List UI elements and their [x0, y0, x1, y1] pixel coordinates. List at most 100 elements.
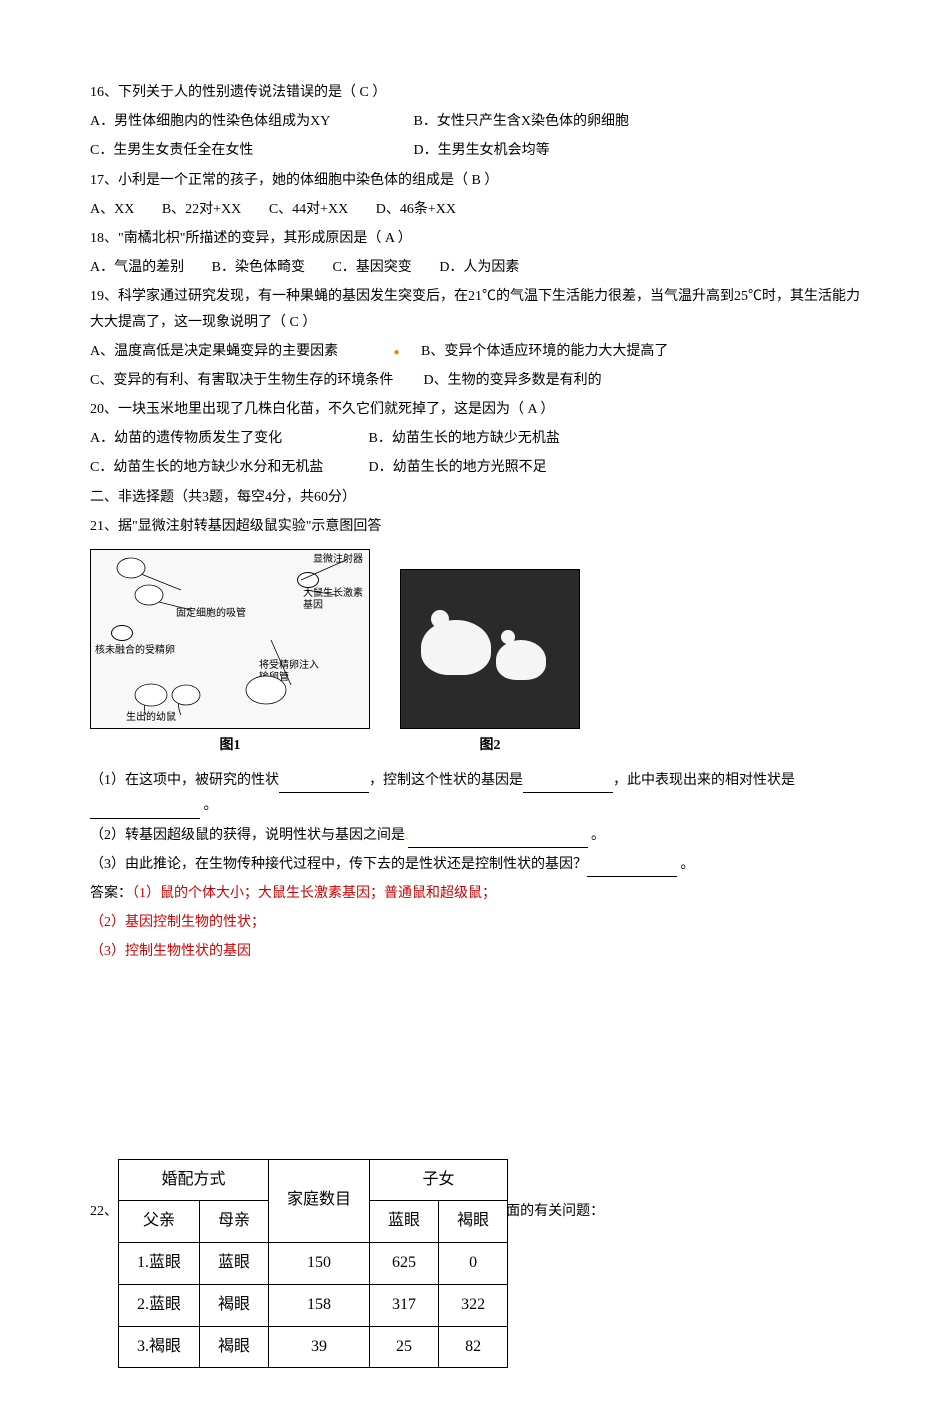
diagram-lines — [91, 550, 371, 730]
cell: 褐眼 — [200, 1284, 269, 1326]
table-row: 2.蓝眼 褐眼 158 317 322 — [119, 1284, 508, 1326]
blank-2[interactable] — [523, 777, 613, 794]
q16-options-2: C．生男生女责任全在女性 D．生男生女机会均等 — [90, 138, 860, 163]
blank-1[interactable] — [279, 777, 369, 794]
q16-opt-c: C．生男生女责任全在女性 — [90, 138, 410, 163]
q21-sub3-b: 。 — [677, 857, 695, 872]
q18-opt-c: C．基因突变 — [332, 255, 411, 280]
blank-3[interactable] — [90, 802, 200, 819]
fig2-caption: 图2 — [400, 733, 580, 758]
q20-options-2: C．幼苗生长的地方缺少水分和无机盐 D．幼苗生长的地方光照不足 — [90, 455, 860, 480]
cell: 1.蓝眼 — [119, 1243, 200, 1285]
q16-opt-d: D．生男生女机会均等 — [414, 143, 550, 158]
q20-text: 20、一块玉米地里出现了几株白化苗，不久它们就死掉了，这是因为（ A ） — [90, 397, 860, 422]
q18-options: A．气温的差别 B．染色体畸变 C．基因突变 D．人为因素 — [90, 255, 860, 280]
th-father: 父亲 — [119, 1201, 200, 1243]
th-families: 家庭数目 — [269, 1159, 370, 1243]
q21-title: 21、据"显微注射转基因超级鼠实验"示意图回答 — [90, 514, 860, 539]
q20-opt-c: C．幼苗生长的地方缺少水分和无机盐 — [90, 455, 365, 480]
q17-opt-b: B、22对+XX — [162, 197, 241, 222]
q21-sub2-b: 。 — [588, 828, 606, 843]
q22-table: 婚配方式 家庭数目 子女 父亲 母亲 蓝眼 褐眼 1.蓝眼 蓝眼 150 625… — [118, 1159, 508, 1369]
q20-opt-a: A．幼苗的遗传物质发生了变化 — [90, 426, 365, 451]
q22-row: 22、 婚配方式 家庭数目 子女 父亲 母亲 蓝眼 褐眼 1.蓝眼 蓝眼 150… — [90, 1159, 860, 1369]
cell: 625 — [370, 1243, 439, 1285]
table-header-row-1: 婚配方式 家庭数目 子女 — [119, 1159, 508, 1201]
th-children: 子女 — [370, 1159, 508, 1201]
cell: 82 — [439, 1326, 508, 1368]
mouse-head-1 — [431, 610, 449, 628]
q20-opt-b: B．幼苗生长的地方缺少无机盐 — [369, 431, 560, 446]
cell: 317 — [370, 1284, 439, 1326]
q18-text: 18、"南橘北枳"所描述的变异，其形成原因是（ A ） — [90, 226, 860, 251]
cell: 蓝眼 — [200, 1243, 269, 1285]
spacer — [90, 969, 860, 1149]
cell: 0 — [439, 1243, 508, 1285]
q18-opt-a: A．气温的差别 — [90, 255, 184, 280]
cell: 158 — [269, 1284, 370, 1326]
q17-text: 17、小利是一个正常的孩子，她的体细胞中染色体的组成是（ B ） — [90, 168, 860, 193]
cell: 39 — [269, 1326, 370, 1368]
q20-opt-d: D．幼苗生长的地方光照不足 — [369, 460, 547, 475]
q21-sub1-b: ，控制这个性状的基因是 — [369, 773, 523, 788]
q16-options: A．男性体细胞内的性染色体组成为XY B．女性只产生含X染色体的卵细胞 — [90, 109, 860, 134]
q19-options-1: A、温度高低是决定果蝇变异的主要因素 ● B、变异个体适应环境的能力大大提高了 — [90, 339, 860, 364]
q21-sub1-d: 。 — [200, 798, 218, 813]
q22-suffix: 面的有关问题： — [506, 1159, 604, 1224]
q21-sub2-a: （2）转基因超级鼠的获得，说明性状与基因之间是 — [90, 828, 405, 843]
answer-3: （3）控制生物性状的基因 — [90, 939, 860, 964]
answer-2: （2）基因控制生物的性状； — [90, 910, 860, 935]
cell: 25 — [370, 1326, 439, 1368]
q21-sub2: （2）转基因超级鼠的获得，说明性状与基因之间是. 。 — [90, 823, 860, 848]
q16-opt-a: A．男性体细胞内的性染色体组成为XY — [90, 109, 410, 134]
th-marriage: 婚配方式 — [119, 1159, 269, 1201]
q19-options-2: C、变异的有利、有害取决于生物生存的环境条件 D、生物的变异多数是有利的 — [90, 368, 860, 393]
table-row: 1.蓝眼 蓝眼 150 625 0 — [119, 1243, 508, 1285]
q17-opt-a: A、XX — [90, 197, 134, 222]
q21-sub1-c: ，此中表现出来的相对性状是 — [613, 773, 795, 788]
th-mother: 母亲 — [200, 1201, 269, 1243]
q19-opt-a: A、温度高低是决定果蝇变异的主要因素 — [90, 339, 390, 364]
section2-header: 二、非选择题（共3题，每空4分，共60分） — [90, 485, 860, 510]
cell: 3.褐眼 — [119, 1326, 200, 1368]
cell: 322 — [439, 1284, 508, 1326]
th-blue: 蓝眼 — [370, 1201, 439, 1243]
q18-opt-b: B．染色体畸变 — [212, 255, 305, 280]
q19-opt-b: B、变异个体适应环境的能力大大提高了 — [421, 344, 668, 359]
q21-sub3: （3）由此推论，在生物传种接代过程中，传下去的是性状还是控制性状的基因？ 。 — [90, 852, 860, 877]
blank-4[interactable] — [408, 831, 588, 848]
figure1-diagram: 显微注射器 大鼠生长激素基因 固定细胞的吸管 核未融合的受精卵 将受精卵注入输卵… — [90, 549, 370, 729]
q17-opt-c: C、44对+XX — [269, 197, 348, 222]
q21-figures: 显微注射器 大鼠生长激素基因 固定细胞的吸管 核未融合的受精卵 将受精卵注入输卵… — [90, 549, 860, 758]
figure2-photo — [400, 569, 580, 729]
q21-answer-line1: 答案：（1）鼠的个体大小；大鼠生长激素基因；普通鼠和超级鼠； — [90, 881, 860, 906]
q21-sub1-a: （1）在这项中，被研究的性状 — [90, 773, 279, 788]
mouse-small — [496, 640, 546, 680]
q19-opt-d: D、生物的变异多数是有利的 — [424, 373, 602, 388]
q20-options-1: A．幼苗的遗传物质发生了变化 B．幼苗生长的地方缺少无机盐 — [90, 426, 860, 451]
figure1-container: 显微注射器 大鼠生长激素基因 固定细胞的吸管 核未融合的受精卵 将受精卵注入输卵… — [90, 549, 370, 758]
q22-prefix: 22、 — [90, 1159, 118, 1224]
q19-text: 19、科学家通过研究发现，有一种果蝇的基因发生突变后，在21℃的气温下生活能力很… — [90, 284, 860, 334]
q16-opt-b: B．女性只产生含X染色体的卵细胞 — [414, 114, 629, 129]
cell: 2.蓝眼 — [119, 1284, 200, 1326]
cell: 150 — [269, 1243, 370, 1285]
blank-5[interactable] — [587, 860, 677, 877]
table-row: 3.褐眼 褐眼 39 25 82 — [119, 1326, 508, 1368]
mouse-head-2 — [501, 630, 515, 644]
fig1-caption: 图1 — [90, 733, 370, 758]
th-brown: 褐眼 — [439, 1201, 508, 1243]
answer-1: （1）鼠的个体大小；大鼠生长激素基因；普通鼠和超级鼠； — [132, 886, 496, 901]
q16-text: 16、下列关于人的性别遗传说法错误的是（ C ） — [90, 80, 860, 105]
q21-sub1: （1）在这项中，被研究的性状 ，控制这个性状的基因是 ，此中表现出来的相对性状是 。 — [90, 768, 860, 818]
q17-options: A、XX B、22对+XX C、44对+XX D、46条+XX — [90, 197, 860, 222]
mouse-large — [421, 620, 491, 675]
q21-sub3-a: （3）由此推论，在生物传种接代过程中，传下去的是性状还是控制性状的基因？ — [90, 857, 587, 872]
q18-opt-d: D．人为因素 — [439, 255, 519, 280]
marker-dot: ● — [394, 347, 400, 358]
answer-label: 答案： — [90, 886, 132, 901]
cell: 褐眼 — [200, 1326, 269, 1368]
q19-opt-c: C、变异的有利、有害取决于生物生存的环境条件 — [90, 368, 420, 393]
q17-opt-d: D、46条+XX — [376, 197, 456, 222]
figure2-container: 图2 — [400, 569, 580, 758]
